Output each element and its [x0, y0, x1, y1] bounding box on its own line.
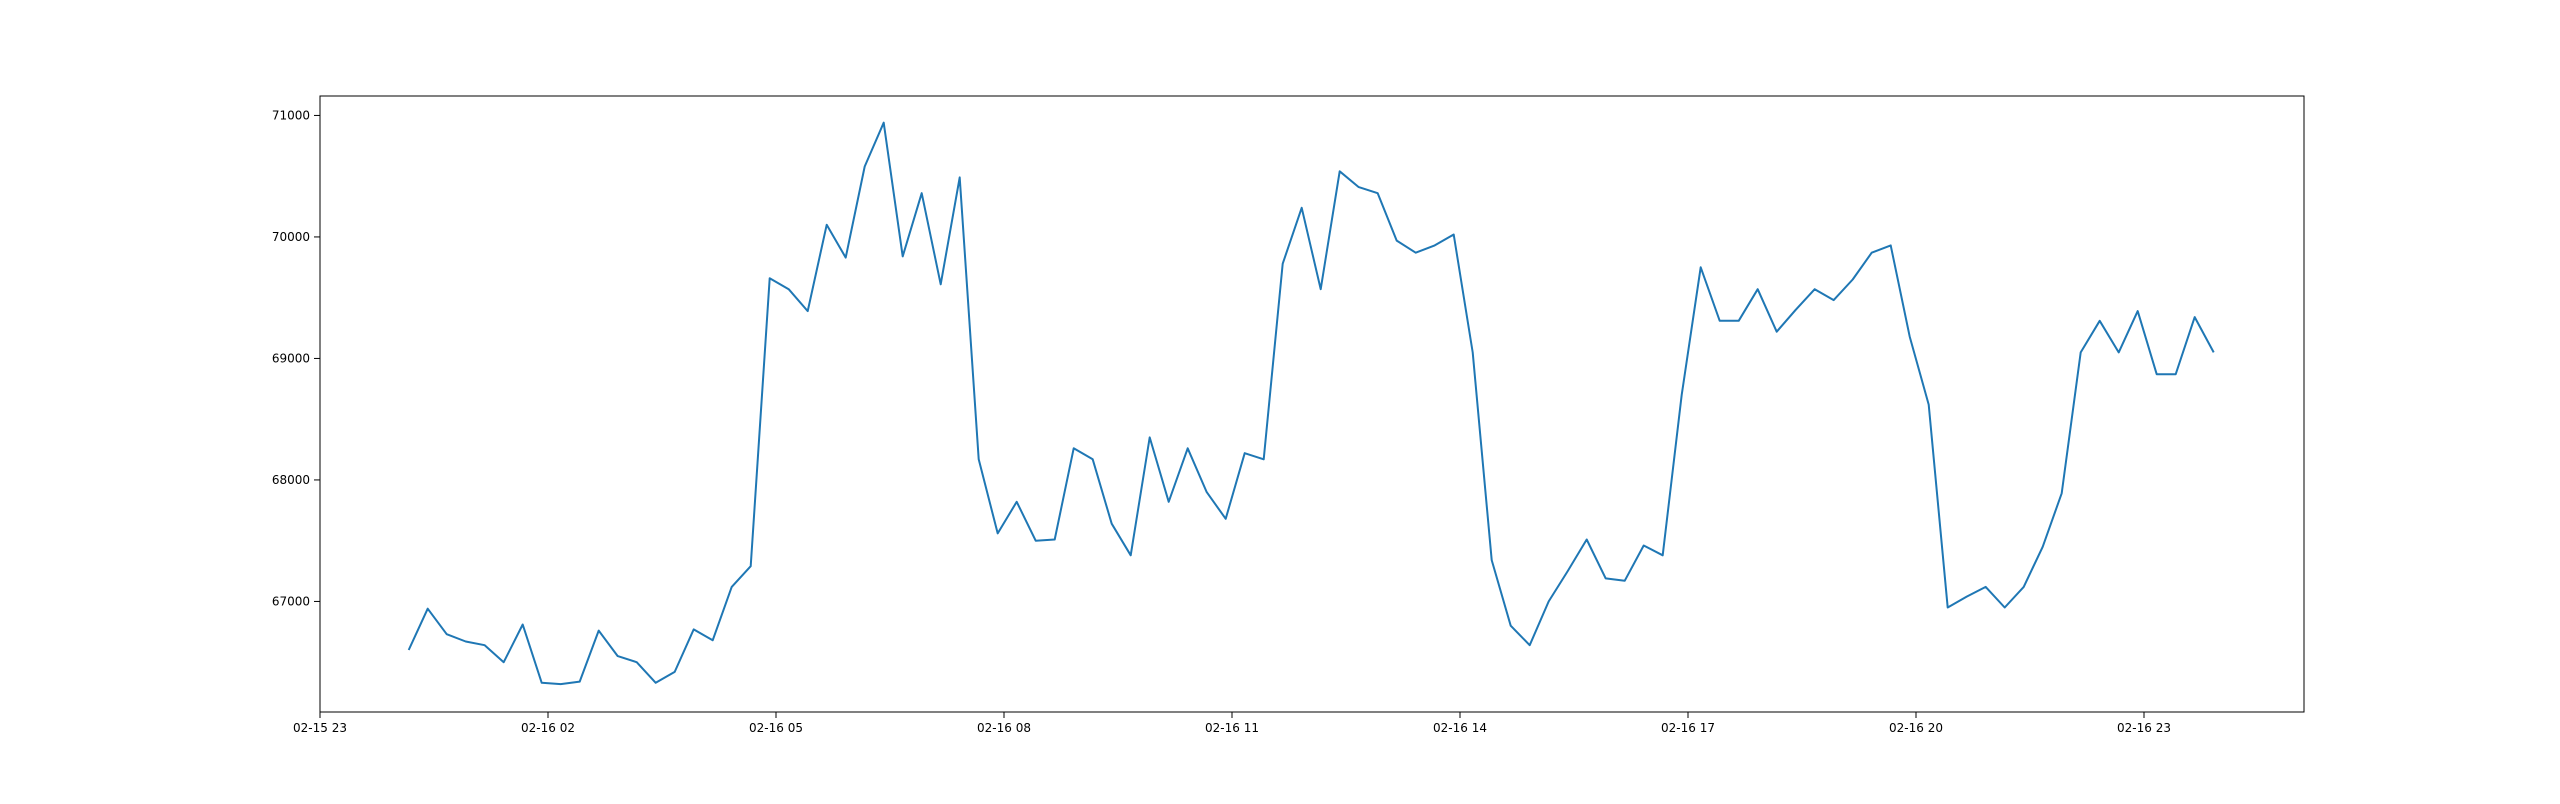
x-tick-label: 02-16 17 — [1661, 721, 1715, 735]
y-tick-label: 68000 — [272, 473, 310, 487]
y-tick-label: 70000 — [272, 230, 310, 244]
x-tick-label: 02-16 14 — [1433, 721, 1487, 735]
x-tick-label: 02-16 08 — [977, 721, 1031, 735]
x-tick-label: 02-16 20 — [1889, 721, 1943, 735]
y-tick-label: 69000 — [272, 351, 310, 365]
y-tick-label: 67000 — [272, 594, 310, 608]
plot-frame — [319, 95, 2305, 713]
plot-marks — [407, 121, 2215, 686]
x-tick-label: 02-16 02 — [521, 721, 575, 735]
x-tick-label: 02-16 05 — [749, 721, 803, 735]
series-line-0 — [407, 121, 2215, 686]
x-tick-label: 02-16 11 — [1205, 721, 1259, 735]
y-tick-label: 71000 — [272, 108, 310, 122]
x-tick-label: 02-15 23 — [293, 721, 347, 735]
axis-ticks: 02-15 23 02-16 02 02-16 05 02-16 08 02-16 11… — [272, 108, 2171, 735]
x-tick-label: 02-16 23 — [2117, 721, 2171, 735]
